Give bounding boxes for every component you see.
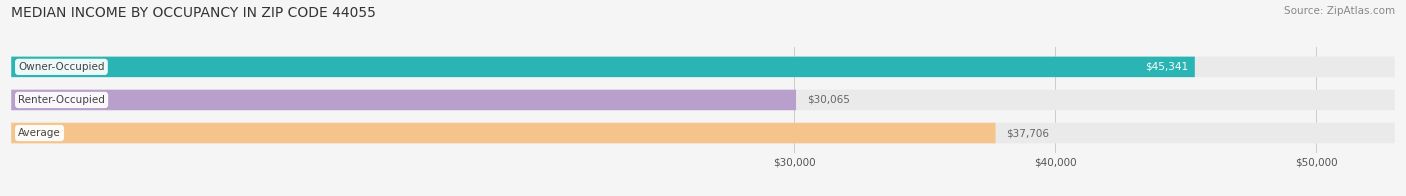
- Text: Renter-Occupied: Renter-Occupied: [18, 95, 105, 105]
- FancyBboxPatch shape: [11, 57, 1395, 77]
- FancyBboxPatch shape: [11, 90, 1395, 110]
- FancyBboxPatch shape: [11, 123, 995, 143]
- FancyBboxPatch shape: [11, 57, 1195, 77]
- FancyBboxPatch shape: [11, 123, 1395, 143]
- Text: $45,341: $45,341: [1144, 62, 1188, 72]
- FancyBboxPatch shape: [11, 90, 796, 110]
- Text: MEDIAN INCOME BY OCCUPANCY IN ZIP CODE 44055: MEDIAN INCOME BY OCCUPANCY IN ZIP CODE 4…: [11, 6, 377, 20]
- Text: $37,706: $37,706: [1007, 128, 1050, 138]
- Text: Owner-Occupied: Owner-Occupied: [18, 62, 104, 72]
- Text: Average: Average: [18, 128, 60, 138]
- Text: Source: ZipAtlas.com: Source: ZipAtlas.com: [1284, 6, 1395, 16]
- Text: $30,065: $30,065: [807, 95, 851, 105]
